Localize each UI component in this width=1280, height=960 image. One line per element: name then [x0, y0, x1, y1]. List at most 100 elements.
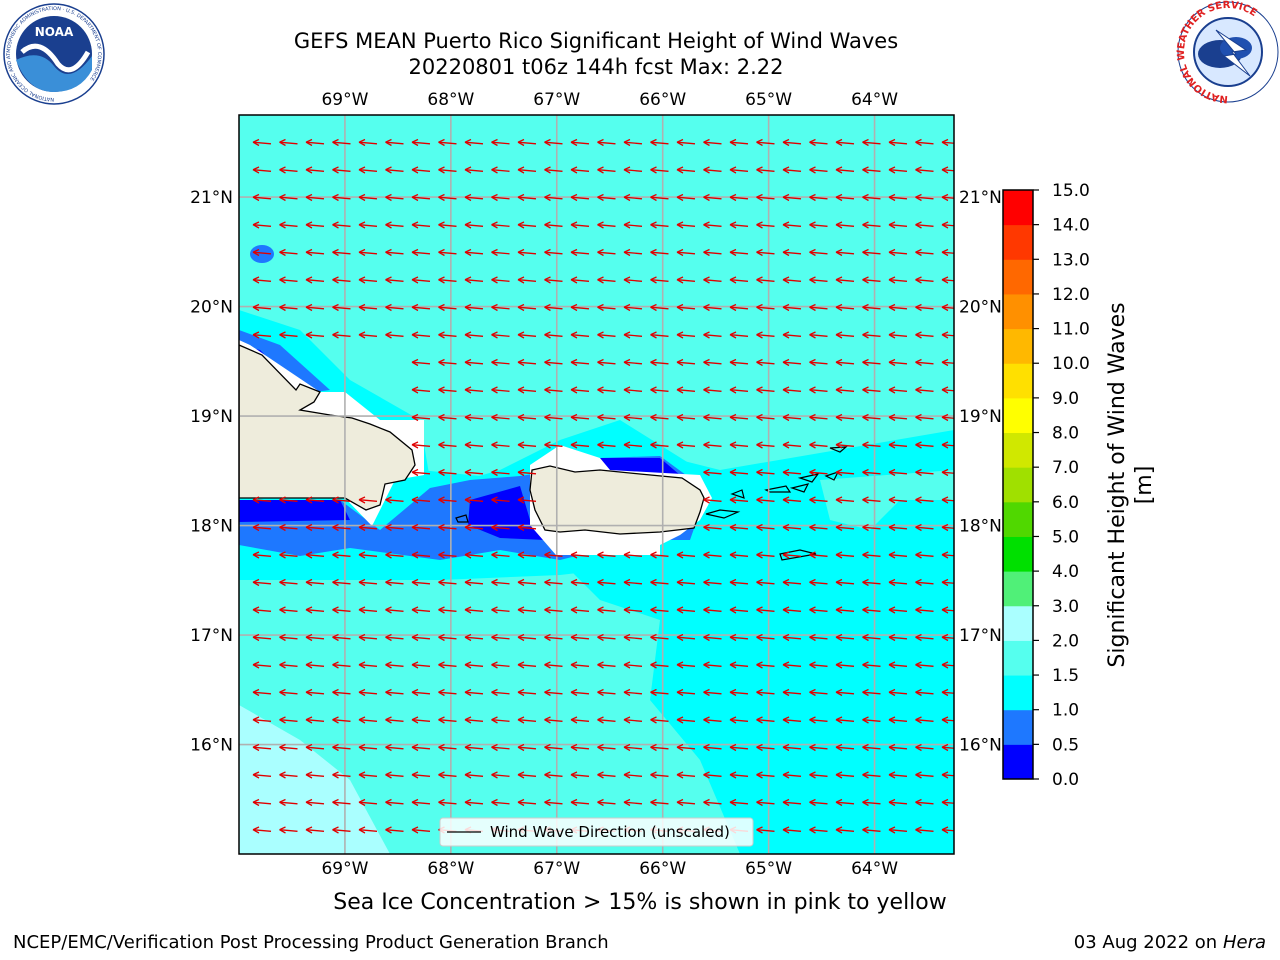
wave-direction-arrow: [915, 193, 934, 202]
wave-direction-arrow: [941, 771, 954, 779]
wave-direction-arrow: [464, 661, 484, 669]
wave-direction-arrow: [623, 221, 643, 229]
wave-direction-arrow: [862, 166, 881, 174]
wave-direction-arrow: [332, 826, 351, 834]
wave-direction-arrow: [888, 496, 908, 504]
wave-direction-arrow: [941, 496, 954, 504]
wave-direction-arrow: [279, 606, 298, 614]
wave-direction-arrow: [411, 688, 431, 697]
chart-title: GEFS MEAN Puerto Rico Significant Height…: [0, 28, 1192, 80]
wave-direction-arrow: [464, 386, 484, 394]
wave-direction-arrow: [756, 743, 775, 752]
wave-direction-arrow: [915, 138, 934, 147]
wave-direction-arrow: [517, 358, 537, 367]
wave-direction-arrow: [358, 138, 378, 147]
wave-direction-arrow: [491, 661, 510, 669]
wave-direction-arrow: [782, 303, 802, 312]
wave-direction-arrow: [809, 303, 828, 312]
st-john-island: [789, 483, 810, 493]
wave-direction-arrow: [835, 551, 855, 559]
wave-direction-arrow: [279, 276, 298, 284]
wave-direction-arrow: [332, 606, 351, 614]
wave-direction-arrow: [676, 303, 696, 312]
wave-direction-arrow: [941, 551, 954, 559]
colorbar-label-line2: [m]: [1132, 466, 1157, 505]
wave-direction-arrow: [729, 743, 749, 752]
wave-direction-arrow: [729, 661, 749, 669]
lon-tick-label-top: 64°W: [851, 90, 898, 110]
wave-direction-arrow: [544, 331, 563, 339]
wave-direction-arrow: [464, 193, 484, 202]
colorbar-segment: [1003, 605, 1033, 641]
lat-tick-label-left: 20°N: [190, 298, 233, 318]
wave-direction-arrow: [358, 606, 378, 614]
wave-direction-arrow: [491, 166, 510, 174]
colorbar-segment: [1003, 675, 1033, 711]
wave-direction-arrow: [888, 716, 908, 724]
wave-direction-arrow: [650, 166, 669, 174]
wave-direction-arrow: [835, 358, 855, 367]
wave-direction-arrow: [358, 331, 378, 339]
wave-direction-arrow: [358, 193, 378, 202]
wave-direction-arrow: [544, 578, 563, 587]
wave-direction-arrow: [809, 276, 828, 284]
wave-direction-arrow: [729, 468, 749, 477]
wave-direction-arrow: [650, 221, 669, 229]
lat-tick-label-left: 17°N: [190, 626, 233, 646]
wave-direction-arrow: [782, 248, 802, 257]
wave-direction-arrow: [888, 468, 908, 477]
map-legend: Wind Wave Direction (unscaled): [439, 817, 754, 847]
wave-direction-arrow: [650, 633, 669, 642]
wave-direction-arrow: [438, 523, 457, 532]
wave-direction-arrow: [252, 331, 272, 339]
wave-direction-arrow: [279, 688, 298, 697]
wave-direction-arrow: [544, 386, 563, 394]
colorbar-segment: [1003, 467, 1033, 503]
sea-ice-note: Sea Ice Concentration > 15% is shown in …: [333, 890, 947, 915]
wave-direction-arrow: [305, 688, 325, 697]
wave-direction-arrow: [305, 331, 325, 339]
wave-direction-arrow: [252, 193, 272, 202]
wave-direction-arrow: [623, 688, 643, 697]
wave-direction-arrow: [756, 606, 775, 614]
colorbar-segment: [1003, 709, 1033, 745]
colorbar-tick-label: 13.0: [1052, 250, 1090, 270]
wave-direction-arrow: [862, 798, 881, 807]
wave-direction-arrow: [782, 413, 802, 422]
wave-direction-arrow: [835, 716, 855, 724]
wave-direction-arrow: [570, 633, 590, 642]
wave-direction-arrow: [252, 716, 272, 724]
wave-direction-arrow: [597, 413, 616, 422]
wave-direction-arrow: [279, 633, 298, 642]
wave-direction-arrow: [676, 771, 696, 779]
wave-direction-arrow: [756, 826, 775, 834]
wave-direction-arrow: [623, 578, 643, 587]
wave-direction-arrow: [729, 578, 749, 587]
wave-direction-arrow: [888, 743, 908, 752]
wave-direction-arrow: [438, 798, 457, 807]
wave-direction-arrow: [411, 771, 431, 779]
wave-direction-arrow: [941, 716, 954, 724]
wave-direction-arrow: [411, 633, 431, 642]
title-line2: 20220801 t06z 144h fcst Max: 2.22: [408, 55, 784, 79]
wave-direction-arrow: [411, 166, 431, 174]
wave-direction-arrow: [888, 303, 908, 312]
wave-direction-arrow: [464, 551, 484, 559]
wave-direction-arrow: [438, 413, 457, 422]
wave-direction-arrow: [782, 606, 802, 614]
colorbar-tick-label: 1.0: [1052, 701, 1079, 721]
wave-direction-arrow: [252, 606, 272, 614]
wave-direction-arrow: [491, 798, 510, 807]
wave-direction-arrow: [623, 743, 643, 752]
wave-direction-arrow: [252, 826, 272, 834]
wave-direction-arrow: [252, 221, 272, 229]
wave-direction-arrow: [464, 688, 484, 697]
wave-direction-arrow: [756, 221, 775, 229]
wave-direction-arrow: [438, 166, 457, 174]
wave-direction-arrow: [358, 276, 378, 284]
wave-direction-arrow: [279, 221, 298, 229]
wave-direction-arrow: [729, 551, 749, 559]
wave-direction-arrow: [835, 138, 855, 147]
wave-direction-arrow: [623, 441, 643, 449]
